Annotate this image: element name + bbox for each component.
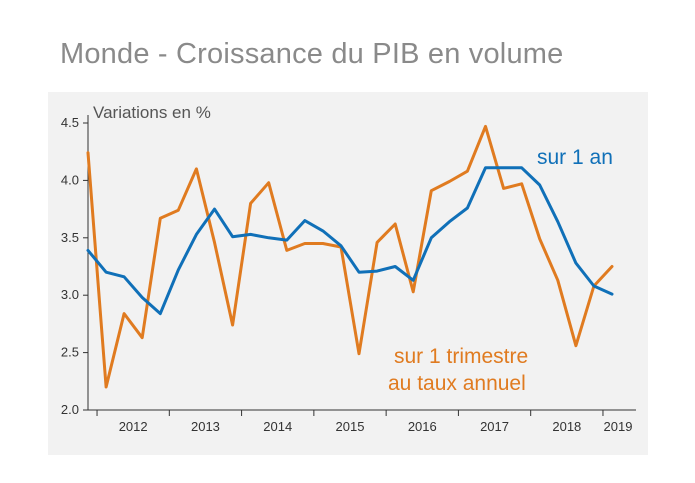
series-line-sur-1-an	[86, 166, 614, 316]
y-tick-label: 4.5	[61, 115, 79, 130]
series-layer	[86, 124, 614, 389]
y-tick-label: 3.0	[61, 287, 79, 302]
x-tick-label: 2013	[191, 419, 220, 434]
y-tick-label: 2.5	[61, 345, 79, 360]
chart-title: Monde - Croissance du PIB en volume	[60, 38, 564, 70]
x-tick-label: 2012	[119, 419, 148, 434]
x-tick-label: 2016	[408, 419, 437, 434]
x-tick-label: 2014	[263, 419, 292, 434]
series-line-sur-1-trimestre	[86, 124, 614, 389]
annotation-au-taux-annuel: au taux annuel	[388, 372, 526, 395]
y-tick-label: 3.5	[61, 230, 79, 245]
x-tick-label: 2018	[552, 419, 581, 434]
y-axis-label: Variations en %	[93, 103, 211, 122]
axes: 2.0 2.5 3.0 3.5 4.0 4.5 2012 2013 2014 2015 2016 20…	[61, 115, 636, 434]
plot-background	[48, 92, 648, 455]
x-tick-label: 2019	[604, 419, 633, 434]
x-tick-label: 2015	[336, 419, 365, 434]
annotation-sur-1-an: sur 1 an	[537, 146, 613, 169]
annotation-sur-1-trimestre: sur 1 trimestre	[394, 345, 528, 368]
y-tick-label: 4.0	[61, 172, 79, 187]
x-tick-label: 2017	[480, 419, 509, 434]
y-tick-label: 2.0	[61, 402, 79, 417]
